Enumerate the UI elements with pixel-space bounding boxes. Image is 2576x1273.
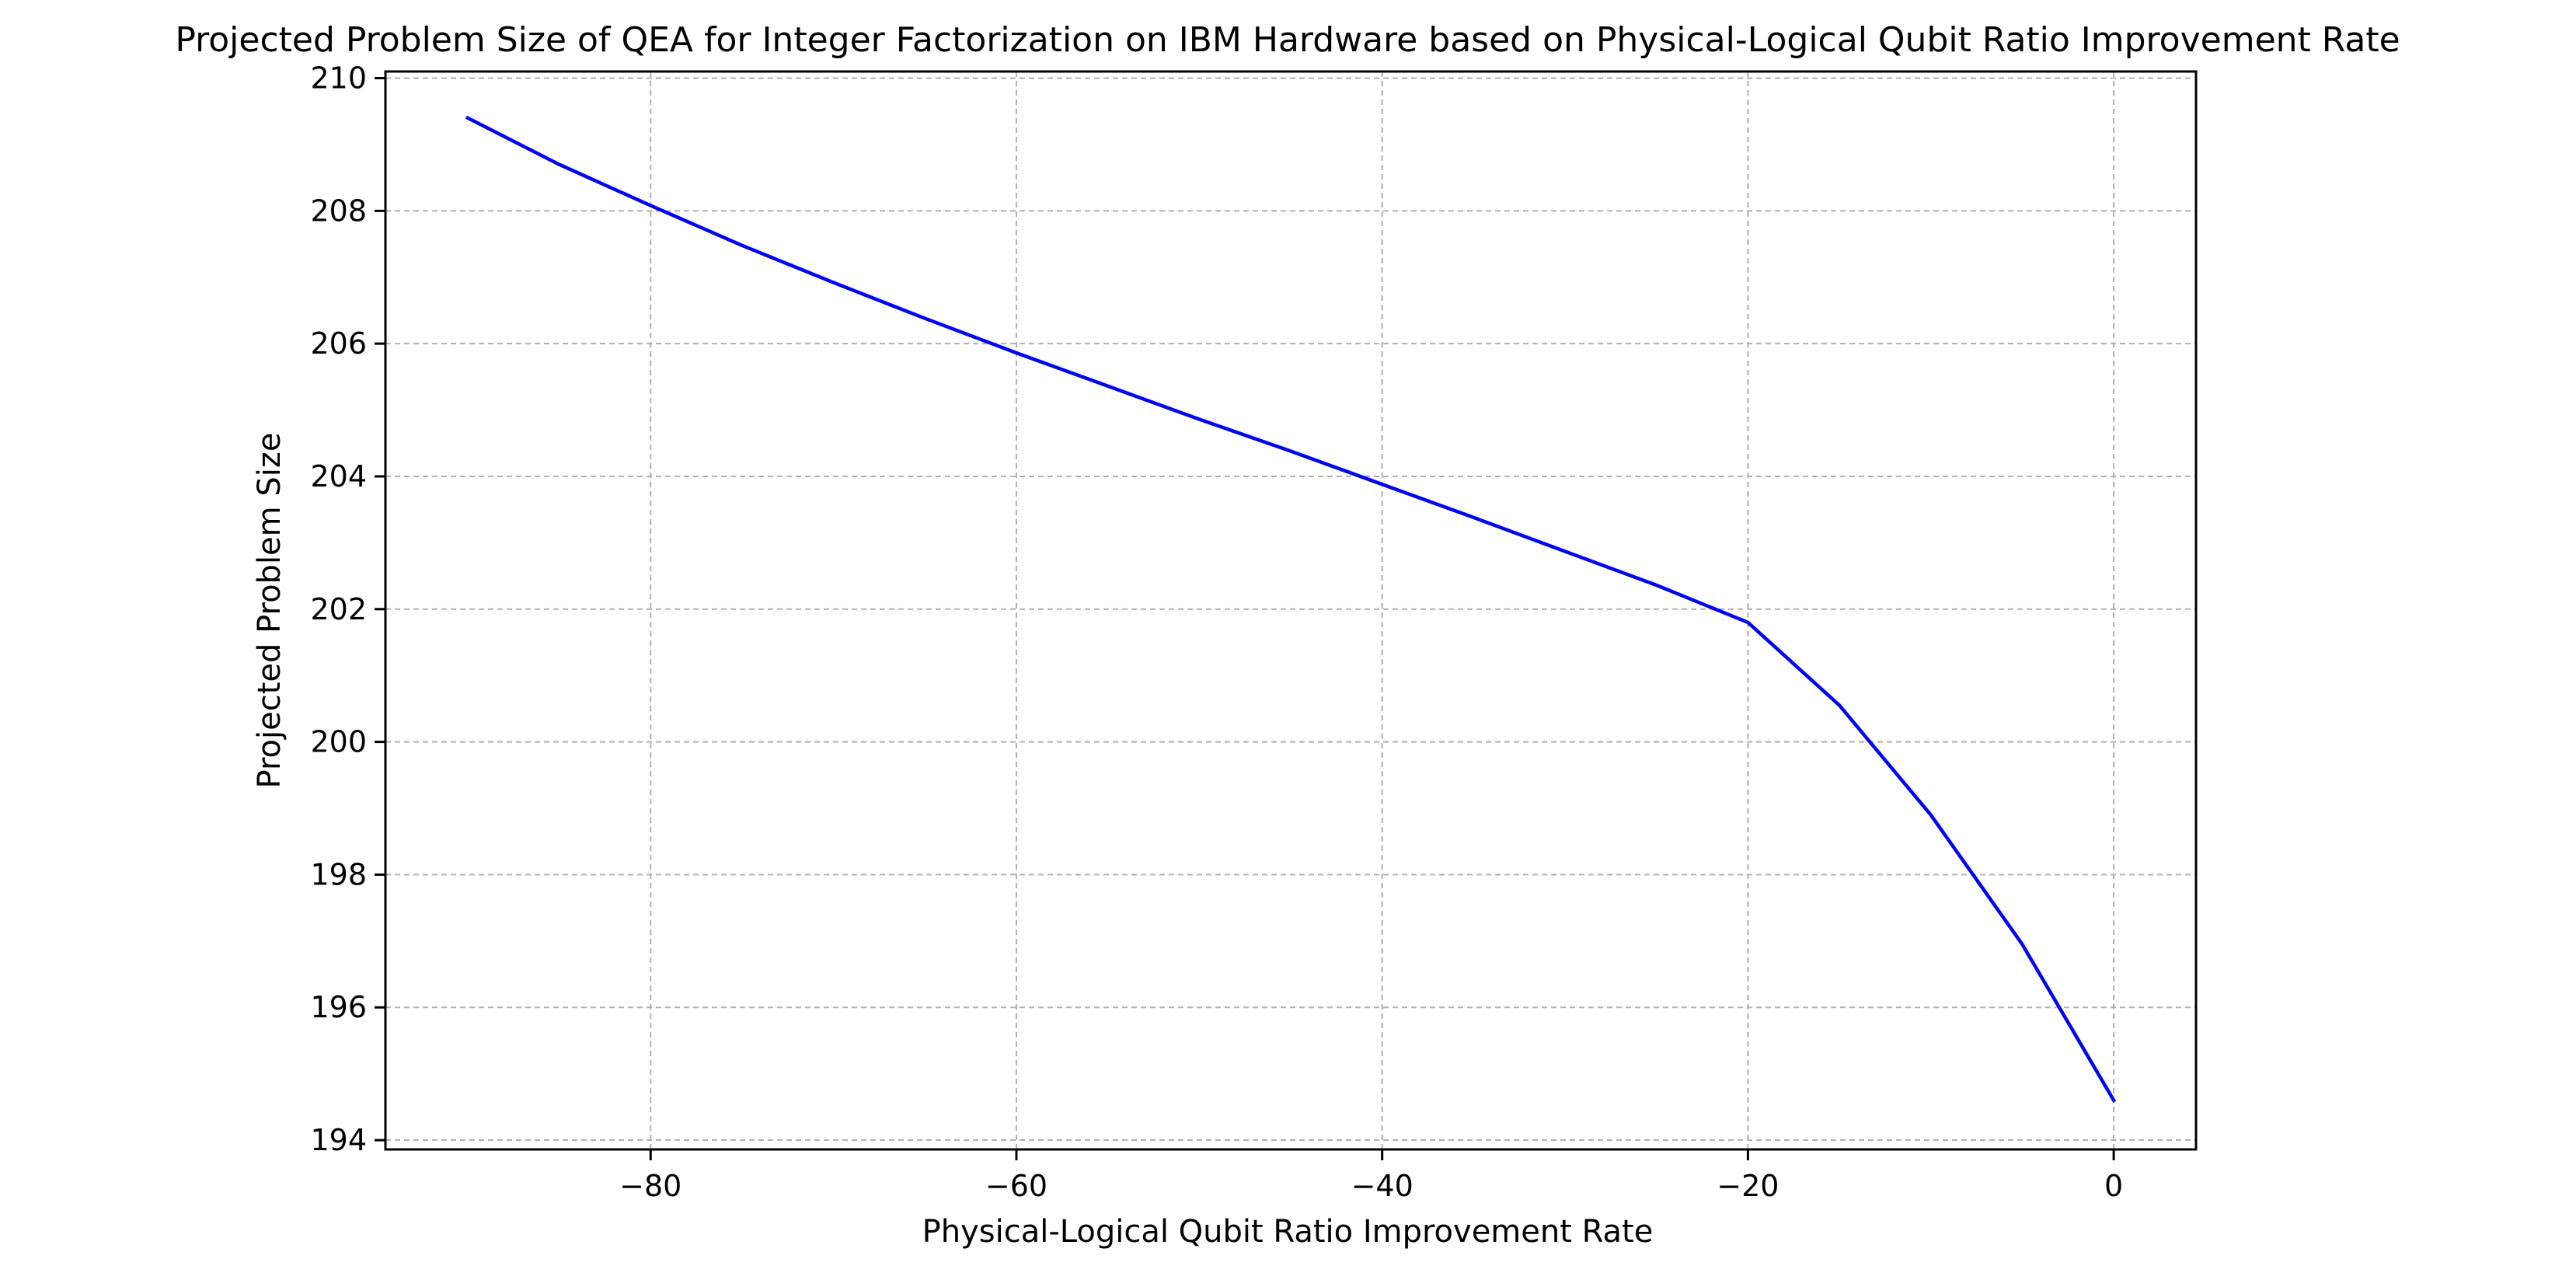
y-tick-label: 194 [310, 1123, 367, 1157]
y-tick-label: 208 [310, 194, 367, 228]
x-tick-label: −40 [1351, 1169, 1413, 1203]
chart-title: Projected Problem Size of QEA for Intege… [175, 20, 2400, 60]
y-tick-label: 202 [310, 592, 367, 626]
y-axis-label: Projected Problem Size [252, 433, 288, 789]
y-tick-label: 196 [310, 990, 367, 1024]
x-tick-label: 0 [2104, 1169, 2123, 1203]
x-axis-ticks: −80 −60 −40 −20 0 [619, 1149, 2123, 1203]
x-tick-label: −20 [1717, 1169, 1779, 1203]
y-tick-label: 206 [310, 326, 367, 361]
x-tick-label: −60 [985, 1169, 1047, 1203]
grid-lines [385, 71, 2196, 1149]
y-tick-label: 210 [310, 61, 367, 96]
series-layer [465, 115, 2117, 1103]
x-axis-label: Physical-Logical Qubit Ratio Improvement… [922, 1214, 1654, 1250]
y-tick-label: 198 [310, 857, 367, 891]
y-tick-label: 200 [310, 725, 367, 759]
y-tick-label: 204 [310, 459, 367, 494]
plot-area-frame [384, 70, 2198, 1151]
x-tick-label: −80 [619, 1169, 681, 1203]
y-axis-ticks: 194 196 198 200 202 204 206 208 210 [310, 61, 385, 1157]
series-line [465, 115, 2117, 1103]
